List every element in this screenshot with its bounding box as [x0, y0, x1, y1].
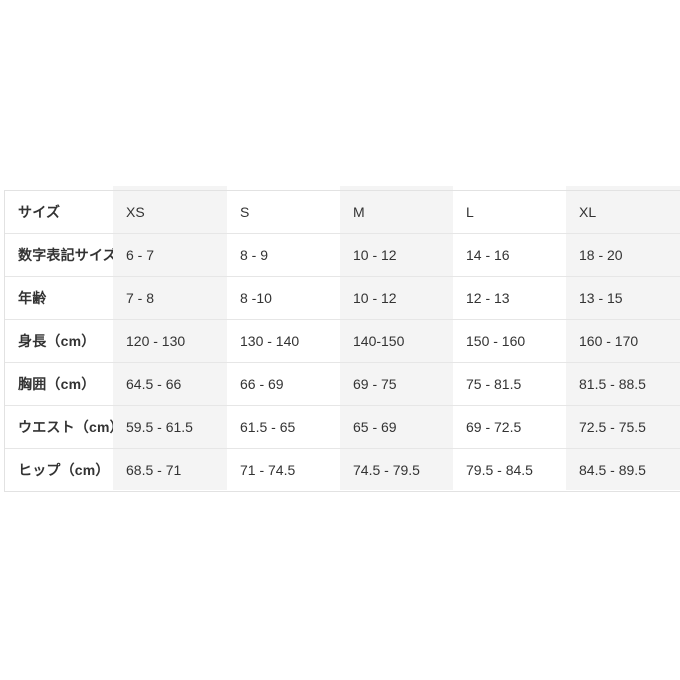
table-row: 数字表記サイズ 6 - 7 8 - 9 10 - 12 14 - 16 18 - 20: [5, 234, 680, 277]
size-value-cell: 84.5 - 89.5: [579, 462, 646, 478]
size-value-cell: 8 -10: [240, 290, 272, 306]
column-stripe-m: [340, 186, 453, 490]
size-value-cell: 7 - 8: [126, 290, 155, 306]
size-value-cell: 69 - 72.5: [466, 419, 522, 435]
size-value-cell: 8 - 9: [240, 247, 269, 263]
table-row: 身長（cm） 120 - 130 130 - 140 140-150 150 - 160…: [5, 320, 680, 363]
size-value-cell: 160 - 170: [579, 333, 639, 349]
column-header-s: S: [240, 204, 250, 220]
row-label: ヒップ（cm）: [18, 462, 110, 478]
row-label: ウエスト（cm）: [18, 419, 113, 435]
column-stripe-xl: [566, 186, 680, 490]
column-header-l: L: [466, 204, 474, 220]
size-value-cell: 75 - 81.5: [466, 376, 522, 392]
size-value-cell: 150 - 160: [466, 333, 526, 349]
size-value-cell: 68.5 - 71: [126, 462, 182, 478]
row-label: 胸囲（cm）: [18, 376, 96, 392]
size-value-cell: 65 - 69: [353, 419, 397, 435]
size-value-cell: 64.5 - 66: [126, 376, 182, 392]
size-value-cell: 12 - 13: [466, 290, 510, 306]
size-value-cell: 120 - 130: [126, 333, 186, 349]
table-row: ヒップ（cm） 68.5 - 71 71 - 74.5 74.5 - 79.5 79.5…: [5, 449, 680, 492]
size-value-cell: 13 - 15: [579, 290, 623, 306]
size-value-cell: 10 - 12: [353, 247, 397, 263]
size-value-cell: 81.5 - 88.5: [579, 376, 646, 392]
size-value-cell: 69 - 75: [353, 376, 397, 392]
size-value-cell: 79.5 - 84.5: [466, 462, 533, 478]
size-value-cell: 18 - 20: [579, 247, 623, 263]
header-row-label: サイズ: [18, 204, 61, 220]
size-value-cell: 10 - 12: [353, 290, 397, 306]
table-row: 年齢 7 - 8 8 -10 10 - 12 12 - 13 13 - 15: [5, 277, 680, 320]
column-header-m: M: [353, 204, 365, 220]
row-label: 身長（cm）: [18, 333, 96, 349]
table-row: 胸囲（cm） 64.5 - 66 66 - 69 69 - 75 75 - 81.5 81…: [5, 363, 680, 406]
size-value-cell: 66 - 69: [240, 376, 284, 392]
size-value-cell: 130 - 140: [240, 333, 300, 349]
size-value-cell: 71 - 74.5: [240, 462, 296, 478]
size-chart: サイズ XS S M L XL 数字表記サイズ 6 - 7 8 - 9 10 - 12 14 - 1…: [4, 186, 680, 492]
size-value-cell: 61.5 - 65: [240, 419, 296, 435]
size-value-cell: 74.5 - 79.5: [353, 462, 420, 478]
size-value-cell: 6 - 7: [126, 247, 155, 263]
column-stripe-xs: [113, 186, 227, 490]
column-header-xs: XS: [126, 204, 145, 220]
column-header-xl: XL: [579, 204, 597, 220]
size-chart-table: サイズ XS S M L XL 数字表記サイズ 6 - 7 8 - 9 10 - 12 14 - 1…: [4, 190, 680, 492]
size-value-cell: 72.5 - 75.5: [579, 419, 646, 435]
size-value-cell: 59.5 - 61.5: [126, 419, 193, 435]
row-label: 年齢: [18, 290, 47, 306]
table-header-row: サイズ XS S M L XL: [5, 191, 680, 234]
size-value-cell: 140-150: [353, 333, 405, 349]
row-label: 数字表記サイズ: [18, 247, 113, 263]
size-value-cell: 14 - 16: [466, 247, 510, 263]
table-row: ウエスト（cm） 59.5 - 61.5 61.5 - 65 65 - 69 69 - …: [5, 406, 680, 449]
